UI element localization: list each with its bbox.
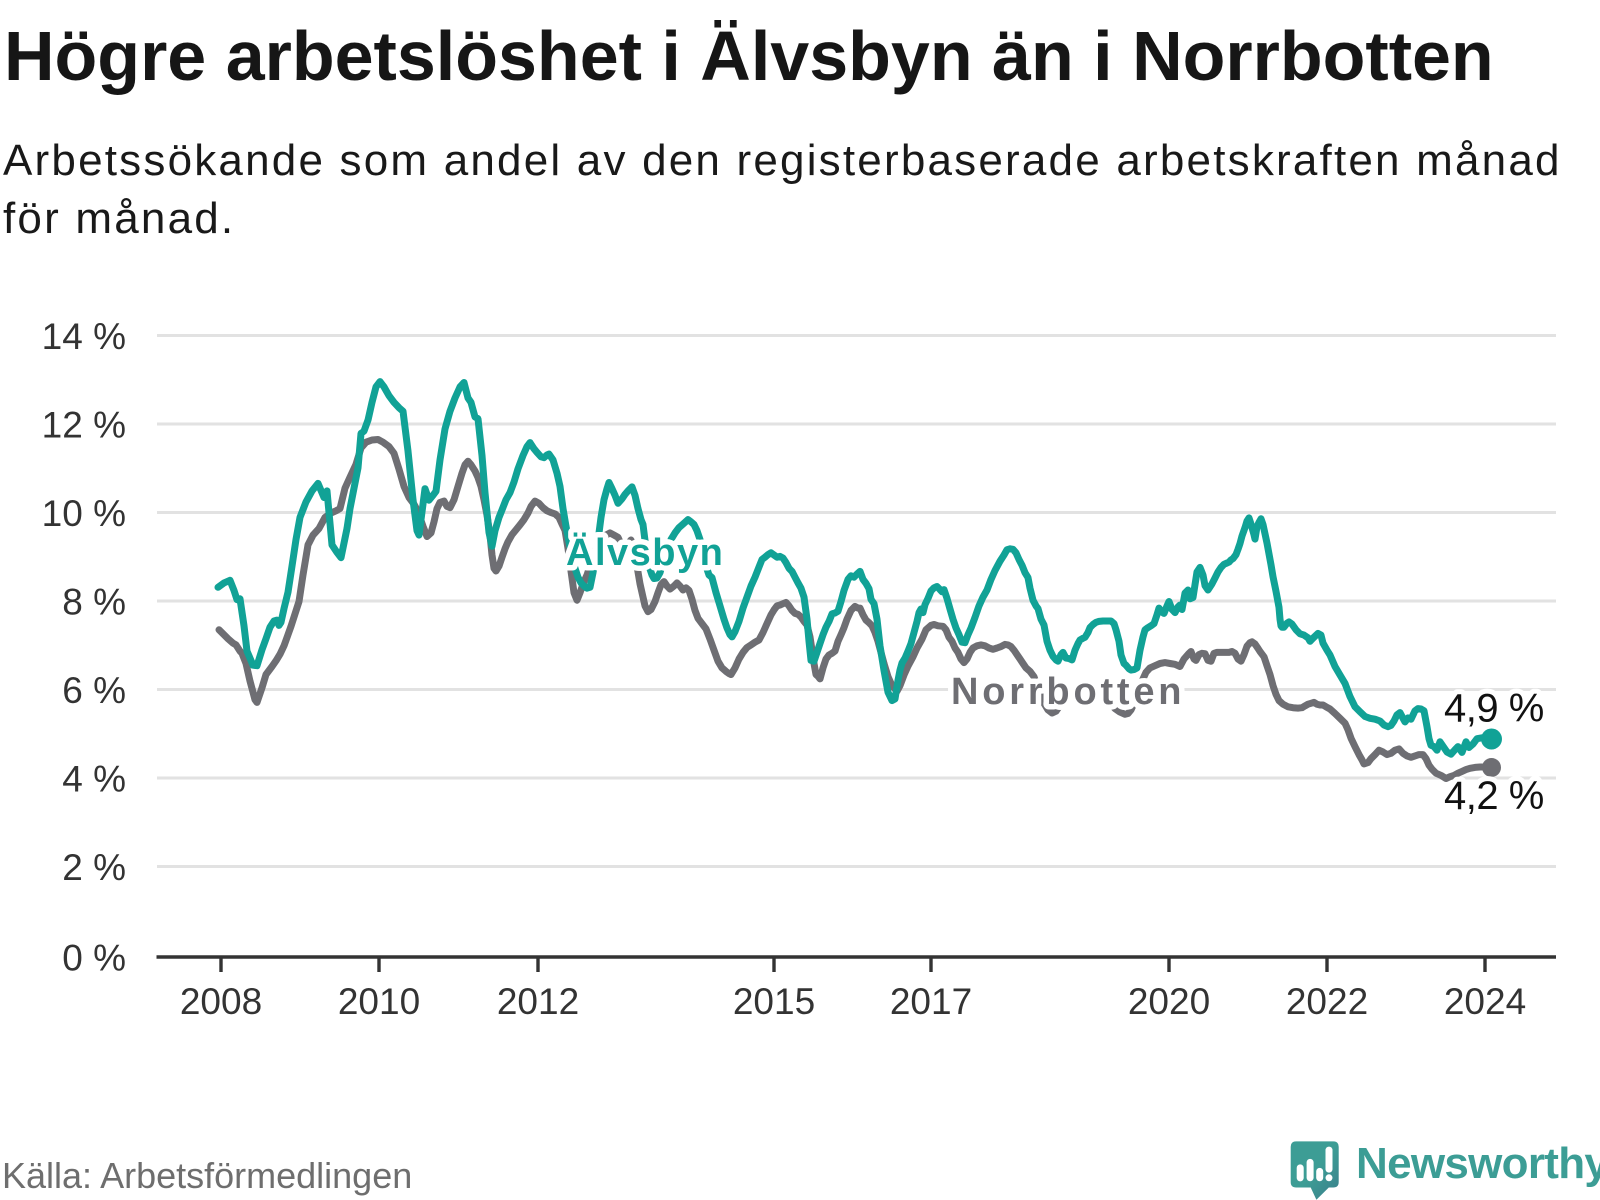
svg-text:Älvsbyn: Älvsbyn <box>566 531 724 574</box>
svg-text:Norrbotten: Norrbotten <box>951 671 1185 713</box>
svg-text:4 %: 4 % <box>62 759 126 800</box>
svg-text:2024: 2024 <box>1444 981 1526 1022</box>
svg-text:2 %: 2 % <box>62 847 126 888</box>
svg-text:2010: 2010 <box>338 981 420 1022</box>
svg-text:0 %: 0 % <box>62 938 126 979</box>
svg-text:4,2 %: 4,2 % <box>1444 774 1544 818</box>
svg-text:2020: 2020 <box>1128 981 1210 1022</box>
svg-text:2015: 2015 <box>733 981 815 1022</box>
svg-text:2022: 2022 <box>1286 981 1368 1022</box>
svg-text:4,9 %: 4,9 % <box>1444 687 1544 731</box>
svg-text:2008: 2008 <box>180 981 262 1022</box>
svg-text:10 %: 10 % <box>42 493 126 534</box>
svg-text:2017: 2017 <box>890 981 972 1022</box>
svg-text:8 %: 8 % <box>62 582 126 623</box>
svg-text:2012: 2012 <box>497 981 579 1022</box>
svg-text:12 %: 12 % <box>42 405 126 446</box>
svg-text:6 %: 6 % <box>62 670 126 711</box>
svg-text:14 %: 14 % <box>42 316 126 357</box>
